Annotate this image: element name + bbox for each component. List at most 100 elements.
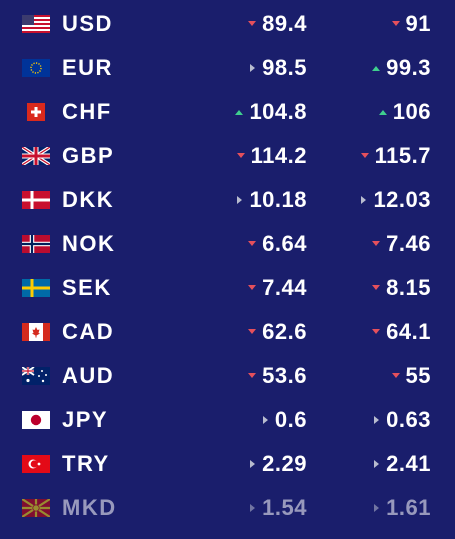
currency-code: DKK: [62, 187, 115, 212]
trend-up: [234, 108, 244, 116]
currency-row: MKD 1.54 1.61: [0, 486, 455, 530]
trend-icon: [250, 460, 256, 468]
buy-cell: 104.8: [234, 90, 307, 134]
flag-eu: [22, 59, 50, 77]
sell-rate: 115.7: [374, 143, 431, 168]
trend-down: [247, 240, 257, 248]
sell-rate: 91: [405, 11, 431, 36]
flag-au: [22, 367, 50, 385]
buy-rate: 6.64: [262, 231, 307, 256]
currency-row: GBP 114.2 115.7: [0, 134, 455, 178]
buy-rate: 62.6: [262, 319, 307, 344]
sell-cell: 7.46: [371, 222, 431, 266]
sell-cell: 64.1: [371, 310, 431, 354]
trend-down: [247, 20, 257, 28]
buy-cell: 2.29: [247, 442, 307, 486]
sell-cell: 8.15: [371, 266, 431, 310]
trend-flat: [234, 196, 244, 204]
sell-cell: 99.3: [371, 46, 431, 90]
sell-rate: 0.63: [386, 407, 431, 432]
trend-up: [378, 108, 388, 116]
currency-code: EUR: [62, 55, 113, 80]
trend-icon: [374, 460, 380, 468]
trend-flat: [371, 504, 381, 512]
buy-cell: 53.6: [247, 354, 307, 398]
trend-down: [236, 152, 246, 160]
sell-rate: 64.1: [386, 319, 431, 344]
trend-icon: [372, 285, 381, 290]
flag-dk: [22, 191, 50, 209]
trend-icon: [248, 373, 257, 378]
trend-down: [371, 284, 381, 292]
buy-rate: 89.4: [262, 11, 307, 36]
currency-code: TRY: [62, 451, 110, 476]
sell-rate: 8.15: [386, 275, 431, 300]
buy-rate: 0.6: [274, 407, 307, 432]
trend-down: [371, 328, 381, 336]
sell-cell: 106: [378, 90, 431, 134]
trend-icon: [262, 416, 268, 424]
trend-down: [247, 372, 257, 380]
buy-cell: 0.6: [260, 398, 307, 442]
buy-cell: 114.2: [236, 134, 307, 178]
currency-code: MKD: [62, 495, 117, 520]
buy-rate: 114.2: [250, 143, 307, 168]
buy-cell: 98.5: [247, 46, 307, 90]
sell-cell: 12.03: [358, 178, 431, 222]
sell-rate: 2.41: [386, 451, 431, 476]
sell-cell: 2.41: [371, 442, 431, 486]
flag-us: [22, 15, 50, 33]
trend-icon: [374, 416, 380, 424]
trend-icon: [374, 504, 380, 512]
trend-flat: [358, 196, 368, 204]
currency-row: JPY 0.6 0.63: [0, 398, 455, 442]
currency-row: CAD 62.6 64.1: [0, 310, 455, 354]
sell-rate: 1.61: [386, 495, 431, 520]
flag-no: [22, 235, 50, 253]
trend-icon: [361, 196, 367, 204]
flag-se: [22, 279, 50, 297]
sell-cell: 0.63: [371, 398, 431, 442]
trend-flat: [247, 504, 257, 512]
trend-flat: [371, 460, 381, 468]
trend-flat: [260, 416, 270, 424]
trend-icon: [250, 64, 256, 72]
currency-code: GBP: [62, 143, 115, 168]
trend-icon: [378, 110, 387, 115]
flag-jp: [22, 411, 50, 429]
buy-rate: 7.44: [262, 275, 307, 300]
currency-row: TRY 2.29 2.41: [0, 442, 455, 486]
buy-rate: 10.18: [249, 187, 307, 212]
currency-row: EUR 98.5 99.3: [0, 46, 455, 90]
trend-flat: [371, 416, 381, 424]
currency-code: JPY: [62, 407, 109, 432]
trend-icon: [372, 241, 381, 246]
buy-cell: 6.64: [247, 222, 307, 266]
trend-icon: [248, 241, 257, 246]
flag-ch: [27, 103, 45, 121]
buy-cell: 7.44: [247, 266, 307, 310]
trend-icon: [372, 66, 381, 71]
buy-cell: 89.4: [247, 2, 307, 46]
currency-code: CHF: [62, 99, 112, 124]
trend-down: [360, 152, 370, 160]
trend-icon: [391, 373, 400, 378]
trend-icon: [236, 153, 245, 158]
sell-rate: 12.03: [373, 187, 431, 212]
sell-cell: 91: [391, 2, 431, 46]
trend-icon: [235, 110, 244, 115]
currency-row: DKK 10.18 12.03: [0, 178, 455, 222]
currency-code: USD: [62, 11, 113, 36]
sell-rate: 106: [392, 99, 431, 124]
flag-gb: [22, 147, 50, 165]
currency-code: NOK: [62, 231, 116, 256]
trend-up: [371, 64, 381, 72]
flag-ca: [22, 323, 50, 341]
currency-row: NOK 6.64 7.46: [0, 222, 455, 266]
sell-cell: 115.7: [360, 134, 431, 178]
buy-rate: 2.29: [262, 451, 307, 476]
sell-cell: 55: [391, 354, 431, 398]
currency-row: AUD 53.6 55: [0, 354, 455, 398]
buy-rate: 98.5: [262, 55, 307, 80]
